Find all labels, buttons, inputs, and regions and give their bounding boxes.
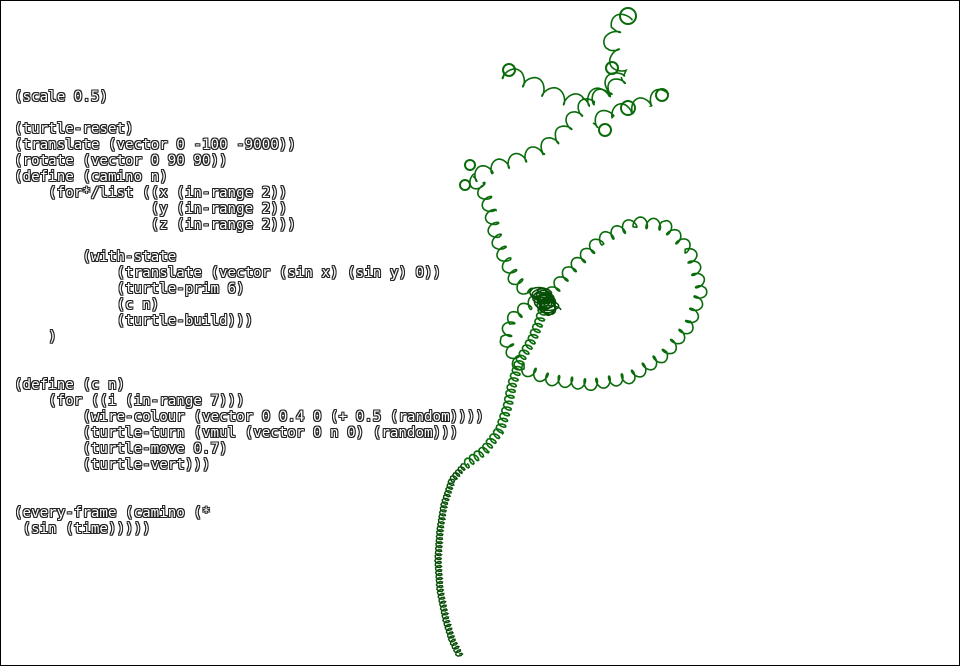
- wire-strand: [501, 13, 634, 108]
- code-line: (turtle-build))): [14, 313, 254, 329]
- code-line: (wire-colour (vector 0 0.4 0 (+ 0.5 (ran…: [14, 409, 484, 425]
- wire-ring: [619, 7, 637, 25]
- code-line: (define (c n): [14, 377, 126, 393]
- code-line: [14, 489, 484, 505]
- turtle-wire-curve: [433, 7, 708, 657]
- code-line: (every-frame (camino (*: [14, 505, 211, 521]
- wire-strand: [499, 216, 708, 392]
- wire-strand: [463, 299, 550, 469]
- code-line: [14, 233, 484, 249]
- code-line: (turtle-reset): [14, 121, 134, 137]
- wire-strand: [469, 173, 533, 295]
- code-line: (define (camino n): [14, 169, 168, 185]
- code-line: (turtle-prim 6): [14, 281, 245, 297]
- wire-knot: [529, 286, 562, 317]
- livecode-editor[interactable]: (scale 0.5) (turtle-reset) (translate (vec…: [14, 89, 484, 537]
- wire-strand: [592, 88, 670, 129]
- code-line: [14, 105, 484, 121]
- code-line: (for ((i (in-range 7))): [14, 393, 245, 409]
- code-line: [14, 345, 484, 361]
- code-line: (translate (vector 0 -100 -9000)): [14, 137, 296, 153]
- code-line: (scale 0.5): [14, 89, 108, 105]
- wire-ring: [655, 88, 669, 102]
- wire-ring: [459, 179, 471, 191]
- code-line: [14, 473, 484, 489]
- code-line: [14, 361, 484, 377]
- code-line: (with-state: [14, 249, 177, 265]
- code-line: (turtle-vert))): [14, 457, 211, 473]
- code-line: (turtle-turn (vmul (vector 0 n 0) (rando…: [14, 425, 459, 441]
- code-line: ): [14, 329, 57, 345]
- wire-ring: [605, 61, 619, 75]
- code-line: (turtle-move 0.7): [14, 441, 228, 457]
- code-line: (c n): [14, 297, 160, 313]
- code-line: (y (in-range 2)): [14, 201, 288, 217]
- code-line: (translate (vector (sin x) (sin y) 0)): [14, 265, 442, 281]
- wire-strand: [472, 76, 627, 183]
- wire-ring: [502, 63, 516, 77]
- wire-ring: [598, 123, 612, 137]
- wire-strand: [433, 463, 468, 657]
- code-line: (z (in-range 2))): [14, 217, 296, 233]
- code-line: (for*/list ((x (in-range 2)): [14, 185, 288, 201]
- wire-ring: [464, 159, 476, 171]
- code-line: (rotate (vector 0 90 90)): [14, 153, 228, 169]
- wire-ring: [620, 100, 636, 116]
- code-line: (sin (time))))): [14, 521, 151, 537]
